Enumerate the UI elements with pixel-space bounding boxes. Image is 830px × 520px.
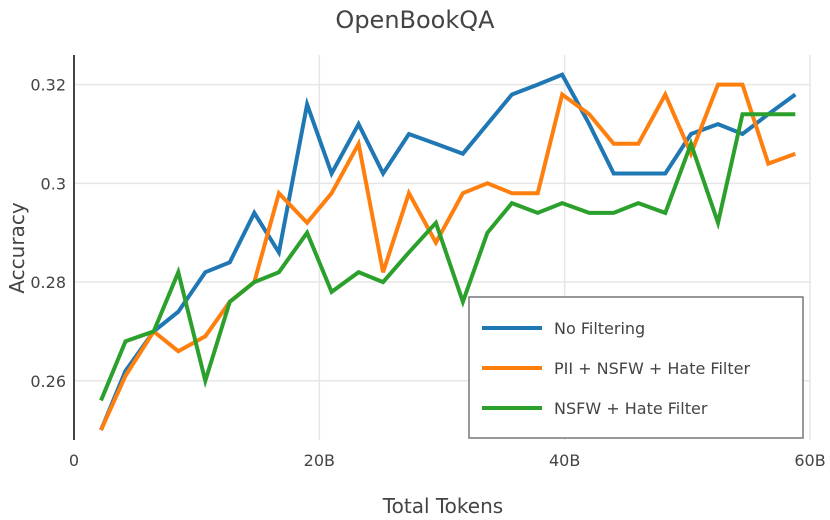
x-tick-label-1: 20B — [304, 451, 335, 470]
legend: No Filtering PII + NSFW + Hate Filter NSFW… — [468, 296, 804, 439]
series-line-1 — [99, 82, 796, 431]
series-layer — [99, 72, 797, 431]
series-line-2 — [99, 112, 796, 402]
chart-title: OpenBookQA — [335, 6, 495, 34]
x-tick-label-3: 60B — [794, 451, 825, 470]
x-tick-label-0: 0 — [69, 451, 79, 470]
x-axis-label: Total Tokens — [382, 494, 503, 518]
y-tick-label-2: 0.3 — [41, 174, 66, 193]
y-tick-labels: 0.26 0.28 0.3 0.32 — [30, 76, 66, 391]
x-tick-label-2: 40B — [549, 451, 580, 470]
legend-label-1: PII + NSFW + Hate Filter — [554, 359, 750, 378]
x-tick-labels: 0 20B 40B 60B — [69, 451, 826, 470]
legend-label-2: NSFW + Hate Filter — [554, 399, 708, 418]
legend-label-0: No Filtering — [554, 319, 645, 338]
y-tick-label-0: 0.26 — [30, 372, 66, 391]
y-tick-label-1: 0.28 — [30, 273, 66, 292]
y-axis-label: Accuracy — [5, 202, 29, 293]
series-line-0 — [99, 72, 797, 431]
y-tick-label-3: 0.32 — [30, 76, 66, 95]
